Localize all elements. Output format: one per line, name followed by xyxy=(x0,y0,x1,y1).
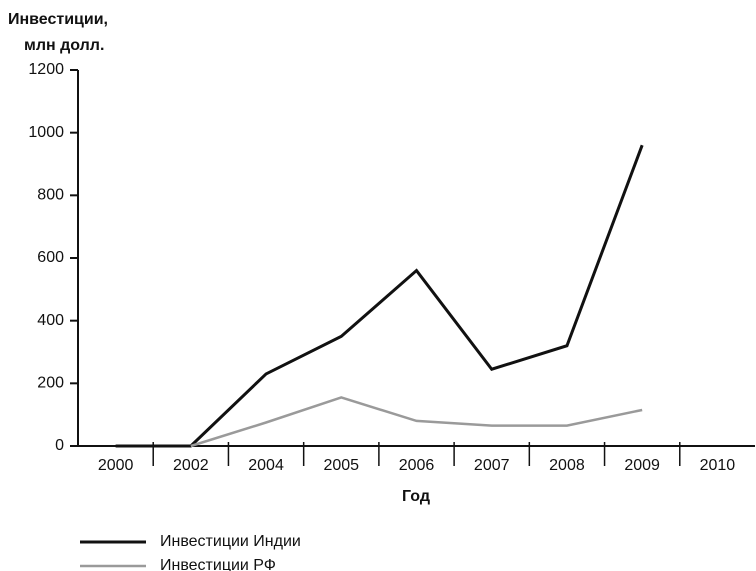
x-tick-label: 2007 xyxy=(474,457,510,474)
line xyxy=(115,144,644,448)
x-tick-label: 2008 xyxy=(549,457,585,474)
x-tick-label: 2000 xyxy=(98,457,134,474)
legend-label: Инвестиции РФ xyxy=(160,557,276,571)
x-tick-label: 2006 xyxy=(399,457,435,474)
y-tick-label: 1000 xyxy=(28,124,64,141)
y-axis-title: Инвестиции, xyxy=(8,11,108,28)
y-tick-label: 200 xyxy=(37,375,64,392)
y-tick-label: 1200 xyxy=(28,61,64,78)
x-tick-label: 2010 xyxy=(700,457,736,474)
y-tick-label: 0 xyxy=(55,437,64,454)
y-tick-label: 600 xyxy=(37,249,64,266)
x-tick-label: 2005 xyxy=(323,457,359,474)
legend-label: Инвестиции Индии xyxy=(160,533,301,550)
y-tick-label: 800 xyxy=(37,187,64,204)
x-tick-label: 2009 xyxy=(624,457,660,474)
x-axis-title: Год xyxy=(402,488,430,505)
x-tick-label: 2002 xyxy=(173,457,209,474)
line xyxy=(190,396,643,448)
y-tick-label: 400 xyxy=(37,312,64,329)
y-axis-title: млн долл. xyxy=(24,37,104,54)
x-tick-label: 2004 xyxy=(248,457,284,474)
